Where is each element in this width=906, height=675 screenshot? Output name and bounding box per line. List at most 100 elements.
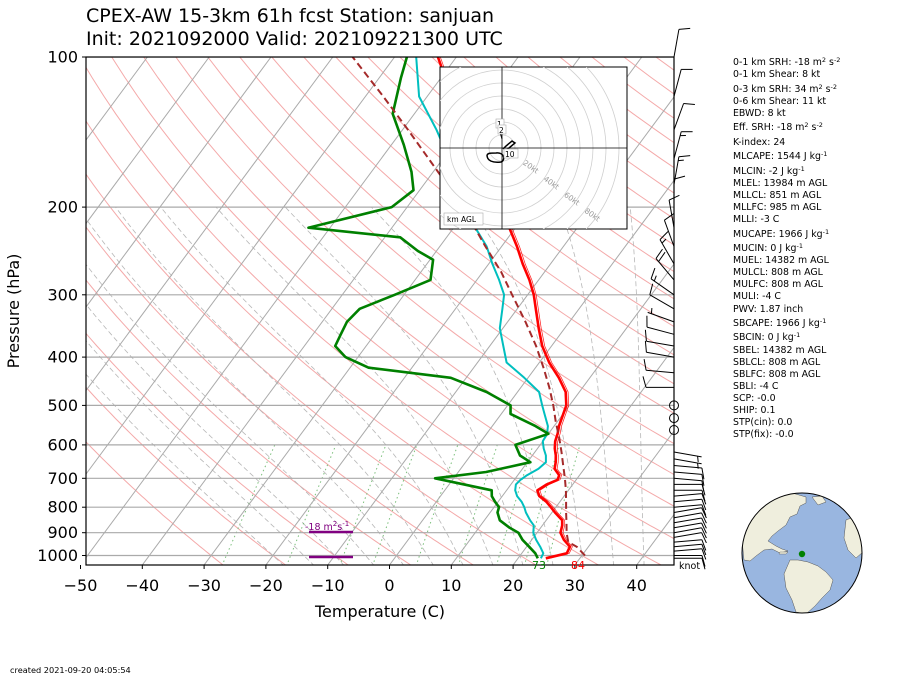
wind-barb-staff bbox=[668, 200, 675, 228]
x-tick-label: −20 bbox=[249, 576, 283, 595]
wind-barb-staff bbox=[659, 239, 675, 265]
x-tick-label: 30 bbox=[565, 576, 585, 595]
wind-barb-full bbox=[659, 231, 669, 240]
wind-barb-full bbox=[701, 467, 705, 480]
wind-barb-full bbox=[701, 544, 707, 556]
mixing-ratio-line bbox=[496, 444, 534, 565]
index-line: MUEL: 14382 m AGL bbox=[733, 255, 829, 267]
hodograph-trace bbox=[486, 152, 505, 163]
moist-adiabat bbox=[86, 263, 375, 565]
wind-barb bbox=[673, 532, 707, 544]
wind-barb-staff bbox=[663, 220, 675, 247]
wind-barb-full bbox=[644, 340, 647, 353]
wind-barb-full bbox=[650, 267, 656, 279]
isotherm bbox=[86, 57, 396, 475]
wind-barb bbox=[673, 498, 707, 511]
wind-barb-staff bbox=[673, 527, 702, 534]
wind-barb-staff bbox=[646, 351, 675, 358]
wind-barb-staff bbox=[655, 258, 675, 281]
isotherm bbox=[512, 346, 674, 565]
index-line: EBWD: 8 kt bbox=[733, 107, 786, 119]
wind-barb bbox=[674, 557, 706, 570]
index-line: 0-3 km SRH: 34 m2 s-2 bbox=[733, 82, 838, 95]
y-tick-label: 700 bbox=[47, 469, 78, 488]
wind-barb-staff bbox=[646, 326, 675, 335]
wind-barb-staff bbox=[673, 532, 702, 538]
index-line: MULFC: 808 m AGL bbox=[733, 279, 823, 291]
x-tick-label: 40 bbox=[627, 576, 647, 595]
index-line: MLLCL: 851 m AGL bbox=[733, 189, 822, 201]
wind-barb bbox=[673, 175, 686, 208]
wind-barb-half bbox=[661, 238, 667, 244]
wind-barb-full bbox=[701, 490, 706, 502]
dry-adiabat bbox=[86, 173, 537, 565]
index-line: MLLFC: 985 m AGL bbox=[733, 201, 822, 213]
index-line: SBLI: -4 C bbox=[733, 380, 779, 392]
mixing-ratio-line bbox=[286, 444, 337, 565]
y-tick-label: 300 bbox=[47, 285, 78, 304]
dry-adiabat bbox=[303, 57, 674, 356]
mixing-ratio-line bbox=[372, 444, 418, 565]
index-line: 0-6 km Shear: 11 kt bbox=[733, 95, 827, 107]
isotherm bbox=[450, 263, 674, 565]
mixing-ratio-line bbox=[221, 444, 276, 565]
index-line: 0-1 km SRH: -18 m2 s-2 bbox=[733, 56, 841, 68]
wind-barb bbox=[644, 340, 675, 358]
index-line: MLLI: -3 C bbox=[733, 214, 780, 226]
isotherm bbox=[86, 57, 272, 308]
wind-barb bbox=[673, 465, 705, 480]
wind-barb-staff bbox=[673, 69, 682, 97]
dry-adiabat bbox=[86, 441, 224, 565]
chart-title-line1: CPEX-AW 15-3km 61h fcst Station: sanjuan bbox=[86, 5, 495, 27]
index-line: STP(cin): 0.0 bbox=[733, 417, 793, 429]
wind-barb-staff bbox=[673, 465, 702, 469]
wind-barb-staff bbox=[673, 522, 702, 529]
y-tick-label: 1000 bbox=[37, 546, 78, 565]
wind-barb-staff bbox=[649, 294, 675, 310]
index-line: SBLFC: 808 m AGL bbox=[733, 368, 821, 380]
wind-barb-half bbox=[697, 456, 699, 462]
dry-adiabat bbox=[86, 120, 600, 565]
calm-wind-circle bbox=[669, 413, 679, 424]
caribbean-islands-shape bbox=[778, 551, 789, 555]
index-line: MLCAPE: 1544 J kg-1 bbox=[733, 150, 828, 163]
wind-barb bbox=[673, 451, 702, 462]
hodograph-legend-box bbox=[443, 212, 484, 226]
wind-barb bbox=[673, 504, 707, 516]
surface-dewpoint-label: 73 bbox=[532, 559, 546, 572]
wind-barb-full bbox=[701, 532, 707, 544]
wind-barb bbox=[650, 267, 675, 296]
wind-barb-full bbox=[701, 527, 707, 539]
wind-barb bbox=[673, 155, 691, 185]
y-tick-label: 600 bbox=[47, 435, 78, 454]
wind-barb-staff bbox=[650, 278, 675, 296]
wind-barb bbox=[647, 308, 675, 323]
index-line: Eff. SRH: -18 m2 s-2 bbox=[733, 121, 823, 134]
wind-barb-full bbox=[701, 517, 707, 529]
globe-outline bbox=[741, 492, 863, 614]
wind-barb-staff bbox=[673, 458, 702, 465]
hodograph-height-label: 1 bbox=[497, 120, 502, 129]
wind-barb-full bbox=[701, 558, 706, 570]
wind-barb-staff bbox=[673, 504, 702, 508]
wind-barb-full bbox=[701, 499, 707, 511]
wind-barb-staff bbox=[673, 548, 702, 552]
index-line: MUCAPE: 1966 J kg-1 bbox=[733, 227, 830, 240]
wind-barb-half bbox=[650, 308, 653, 314]
x-tick-label: 0 bbox=[384, 576, 394, 595]
dry-adiabat bbox=[367, 57, 674, 300]
index-line: MULCL: 808 m AGL bbox=[733, 267, 823, 279]
moist-adiabat bbox=[285, 206, 524, 565]
moist-adiabat bbox=[469, 206, 584, 565]
wind-barb-half bbox=[697, 462, 699, 469]
wind-barb-staff bbox=[673, 156, 680, 185]
wind-barb-staff bbox=[673, 451, 702, 458]
wind-barb-staff bbox=[673, 477, 702, 482]
hodograph-trace-upper bbox=[502, 140, 517, 152]
mixing-ratio-line bbox=[524, 444, 560, 565]
isotherm bbox=[86, 57, 210, 225]
wind-unit-label: knot bbox=[679, 561, 700, 572]
x-tick-label: −10 bbox=[311, 576, 345, 595]
x-tick-label: −50 bbox=[64, 576, 98, 595]
wind-barb-full bbox=[701, 548, 707, 560]
